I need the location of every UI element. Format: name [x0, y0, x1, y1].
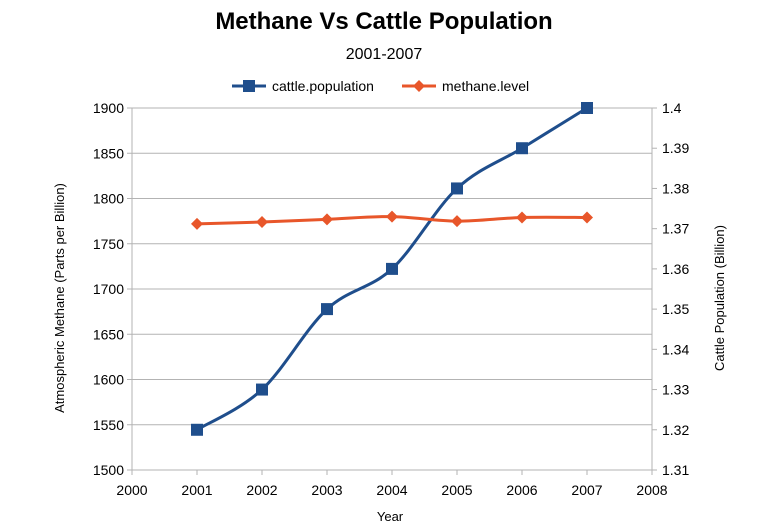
point-marker	[256, 216, 268, 229]
x-tick-label: 2006	[506, 482, 537, 498]
y-left-tick-label: 1750	[93, 236, 124, 252]
y-right-tick-label: 1.33	[662, 382, 689, 398]
y-axis-right-title: Cattle Population (Billion)	[712, 225, 727, 371]
legend-marker	[413, 80, 425, 92]
legend-label: methane.level	[442, 78, 529, 94]
point-marker	[321, 213, 333, 226]
point-marker	[581, 211, 593, 224]
y-left-tick-label: 1700	[93, 281, 124, 297]
point-marker	[451, 182, 463, 195]
series-layer	[191, 102, 593, 436]
y-right-tick-label: 1.31	[662, 462, 689, 478]
y-left-tick-label: 1800	[93, 191, 124, 207]
x-tick-label: 2001	[181, 482, 212, 498]
chart-title: Methane Vs Cattle Population	[215, 8, 553, 35]
point-marker	[321, 303, 333, 316]
point-marker	[191, 423, 203, 436]
x-tick-label: 2008	[636, 482, 667, 498]
legend: cattle.population methane.level	[232, 78, 529, 94]
y-left-tick-label: 1900	[93, 100, 124, 116]
x-tick-label: 2002	[246, 482, 277, 498]
point-marker	[386, 262, 398, 275]
y-axis-left-title: Atmospheric Methane (Parts per Billion)	[52, 183, 67, 413]
point-marker	[581, 102, 593, 114]
x-tick-label: 2005	[441, 482, 472, 498]
y-left-tick-label: 1600	[93, 372, 124, 388]
y-right-tick-label: 1.38	[662, 180, 689, 196]
x-tick-label: 2004	[376, 482, 407, 498]
point-marker	[451, 215, 463, 228]
point-marker	[191, 217, 203, 230]
y-right-tick-label: 1.36	[662, 261, 689, 277]
x-tick-label: 2003	[311, 482, 342, 498]
legend-label: cattle.population	[272, 78, 374, 94]
gridlines	[132, 107, 652, 471]
point-marker	[516, 142, 528, 155]
y-right-tick-label: 1.4	[662, 100, 682, 116]
axes: 1500 1550 1600 1650 1700 1750 1800 1850 1900 1.31…	[93, 100, 690, 498]
y-left-tick-label: 1500	[93, 462, 124, 478]
legend-marker	[243, 80, 255, 92]
y-right-tick-label: 1.39	[662, 140, 689, 156]
point-marker	[516, 211, 528, 224]
y-left-tick-label: 1650	[93, 326, 124, 342]
y-right-tick-label: 1.32	[662, 422, 689, 438]
y-right-tick-label: 1.37	[662, 221, 689, 237]
y-right-tick-label: 1.35	[662, 301, 689, 317]
x-axis-title: Year	[377, 509, 404, 524]
y-left-tick-label: 1850	[93, 145, 124, 161]
point-marker	[256, 383, 268, 396]
x-tick-label: 2007	[571, 482, 602, 498]
point-marker	[386, 210, 398, 223]
x-tick-label: 2000	[116, 482, 147, 498]
y-left-tick-label: 1550	[93, 417, 124, 433]
y-right-tick-label: 1.34	[662, 341, 689, 357]
chart-subtitle: 2001-2007	[345, 46, 423, 63]
